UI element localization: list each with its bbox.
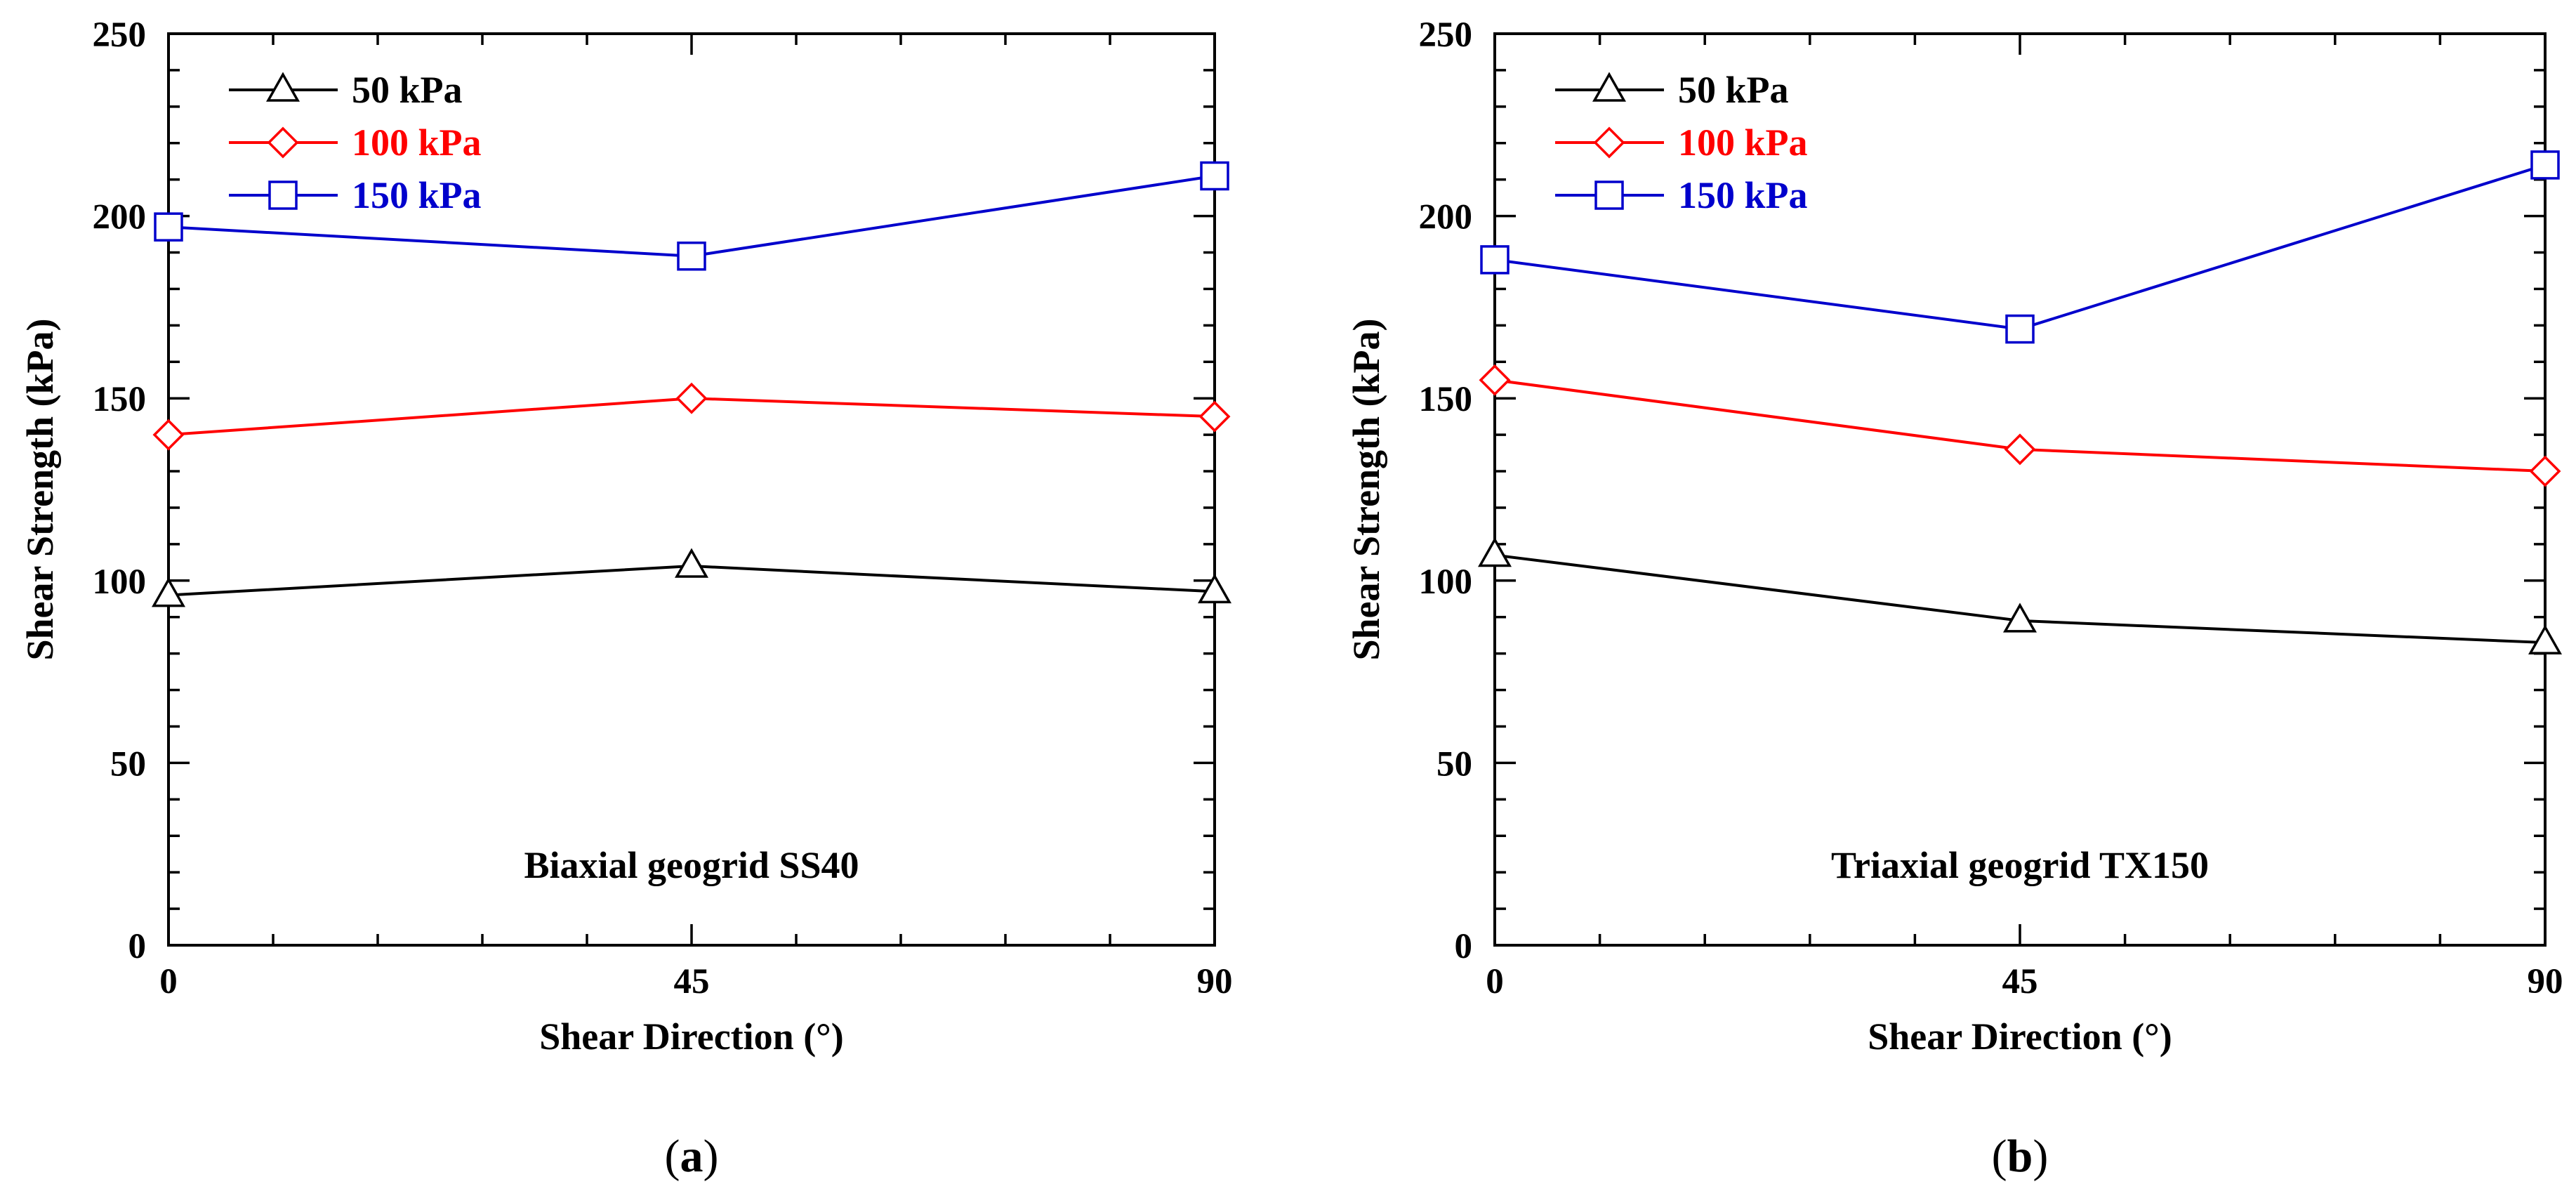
- y-axis-title: Shear Strength (kPa): [19, 318, 61, 660]
- x-axis-title: Shear Direction (°): [1868, 1015, 2172, 1058]
- caption-close-paren: ): [2033, 1131, 2048, 1182]
- plot-frame: [167, 32, 1216, 947]
- x-tick-label: 45: [674, 962, 710, 1001]
- legend-label: 100 kPa: [352, 121, 482, 164]
- y-tick-label: 0: [128, 927, 147, 966]
- legend-marker: [1594, 180, 1624, 210]
- y-tick-label: 50: [110, 744, 146, 784]
- caption-letter: a: [680, 1131, 704, 1182]
- data-point: [674, 548, 709, 578]
- data-point: [1479, 364, 1511, 396]
- data-point: [1477, 537, 1512, 567]
- series-1: [152, 382, 1231, 451]
- data-point: [1200, 161, 1229, 191]
- x-tick-label: 90: [2528, 962, 2563, 1001]
- series-0: [151, 548, 1232, 607]
- x-tick-label: 90: [1197, 962, 1233, 1001]
- data-point: [152, 419, 185, 451]
- panel-annotation: Biaxial geogrid SS40: [524, 844, 859, 886]
- legend-label: 50 kPa: [1678, 69, 1789, 111]
- y-tick-label: 150: [1419, 380, 1473, 419]
- legend-marker: [1592, 72, 1627, 102]
- x-tick-label: 0: [1486, 962, 1504, 1001]
- series-1: [1479, 364, 2561, 487]
- series-0: [1477, 537, 2563, 654]
- caption-open-paren: (: [665, 1131, 680, 1182]
- x-axis-title: Shear Direction (°): [539, 1015, 844, 1058]
- legend-label: 100 kPa: [1678, 121, 1808, 164]
- series-2: [1480, 150, 2560, 344]
- y-tick-label: 250: [93, 15, 147, 55]
- y-tick-label: 150: [93, 380, 147, 419]
- data-point: [1197, 573, 1232, 604]
- legend-marker: [1593, 126, 1625, 159]
- legend-marker: [268, 180, 298, 210]
- plot-frame: [1493, 32, 2547, 947]
- y-tick-label: 200: [93, 198, 147, 237]
- data-point: [2005, 314, 2035, 344]
- y-tick-label: 50: [1436, 744, 1472, 784]
- panel-b: 0 50 100 150 200 250 0 45 90 Shear Direction (°) S…: [1345, 15, 2563, 1182]
- data-point: [2530, 150, 2560, 180]
- y-tick-label: 100: [93, 562, 147, 602]
- data-point: [1198, 400, 1231, 433]
- panel-a: 0 50 100 150 200 250 0 45 90 Shear Direction (°) S…: [19, 15, 1233, 1182]
- data-point: [675, 382, 708, 414]
- y-axis-title: Shear Strength (kPa): [1345, 318, 1387, 660]
- x-tick-label: 45: [2002, 962, 2038, 1001]
- data-point: [2004, 433, 2036, 466]
- caption-close-paren: ): [704, 1131, 719, 1182]
- data-point: [677, 241, 706, 271]
- legend-label: 150 kPa: [352, 174, 482, 216]
- legend-label: 150 kPa: [1678, 174, 1808, 216]
- caption-letter: b: [2007, 1131, 2033, 1182]
- y-tick-label: 0: [1455, 927, 1473, 966]
- caption-open-paren: (: [1992, 1131, 2007, 1182]
- series-2: [154, 161, 1229, 271]
- panel-caption: (b): [1992, 1131, 2049, 1182]
- series-line: [1494, 164, 2546, 331]
- y-tick-label: 250: [1419, 15, 1473, 55]
- legend-marker: [267, 126, 299, 159]
- panel-annotation: Triaxial geogrid TX150: [1831, 844, 2209, 886]
- legend-marker: [265, 72, 300, 102]
- x-tick-label: 0: [159, 962, 178, 1001]
- data-point: [1480, 245, 1510, 275]
- data-point: [2528, 624, 2563, 654]
- panel-caption: (a): [665, 1131, 719, 1182]
- legend-label: 50 kPa: [352, 69, 463, 111]
- data-point: [154, 212, 183, 242]
- data-point: [2529, 455, 2561, 487]
- y-tick-label: 100: [1419, 562, 1473, 602]
- y-tick-label: 200: [1419, 198, 1473, 237]
- data-point: [2002, 603, 2037, 633]
- data-point: [151, 577, 186, 607]
